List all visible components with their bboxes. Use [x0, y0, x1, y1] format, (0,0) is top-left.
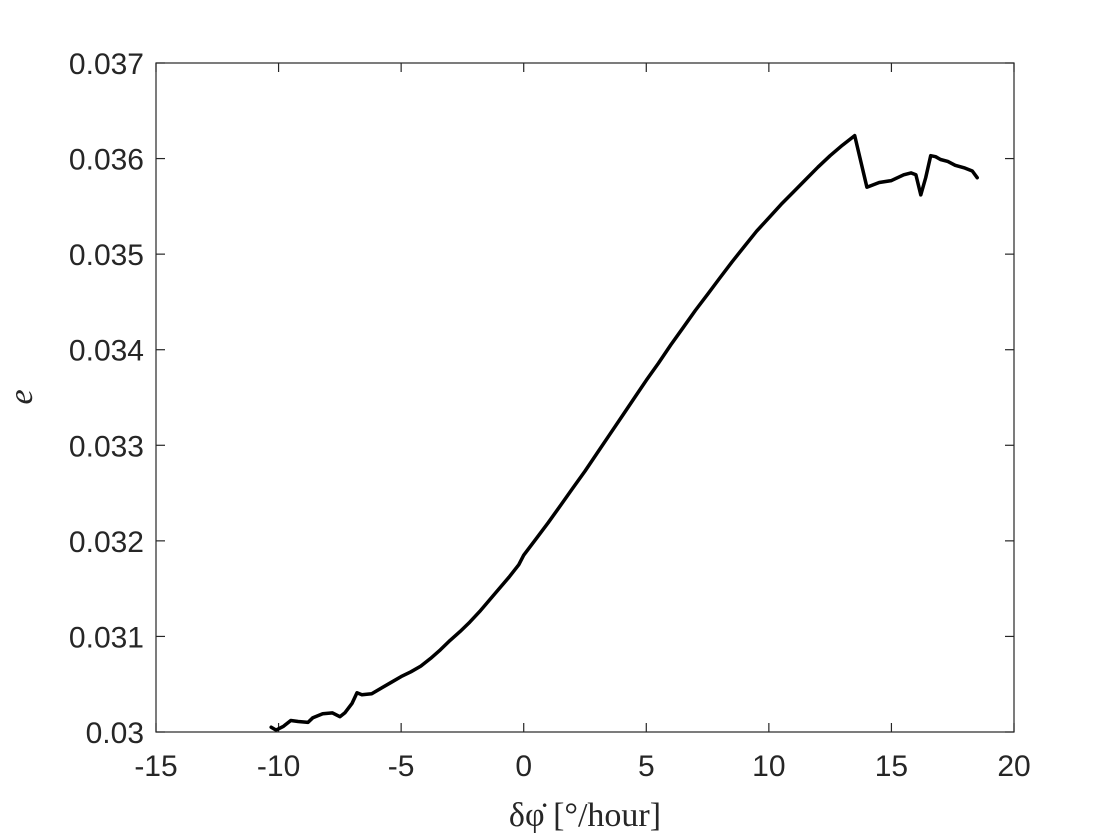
y-tick-label: 0.035 [69, 239, 144, 272]
tick-labels: -15 -10 -5 0 5 10 15 20 0.03 0.031 0.032 0.033 0.034… [69, 48, 1031, 783]
plot-frame [155, 62, 1015, 733]
series-line [269, 133, 979, 732]
plot-background [156, 63, 1014, 732]
y-tick-label: 0.036 [69, 144, 144, 177]
x-tick-label: 5 [638, 750, 655, 783]
y-tick-label: 0.03 [86, 717, 144, 750]
x-tick-label: 0 [515, 750, 532, 783]
x-tick-label: 10 [752, 750, 785, 783]
y-tick-label: 0.031 [69, 621, 144, 654]
y-tick-label: 0.033 [69, 430, 144, 463]
y-tick-label: 0.032 [69, 526, 144, 559]
x-tick-label: 15 [875, 750, 908, 783]
y-tick-label: 0.037 [69, 48, 144, 81]
x-tick-label: -10 [257, 750, 300, 783]
y-tick-label: 0.034 [69, 335, 144, 368]
x-tick-label: -15 [134, 750, 177, 783]
x-tick-label: -5 [388, 750, 415, 783]
x-axis-label: δφ̇ [°/hour] [509, 797, 661, 834]
y-axis-label: e [3, 389, 40, 404]
x-tick-label: 20 [997, 750, 1030, 783]
